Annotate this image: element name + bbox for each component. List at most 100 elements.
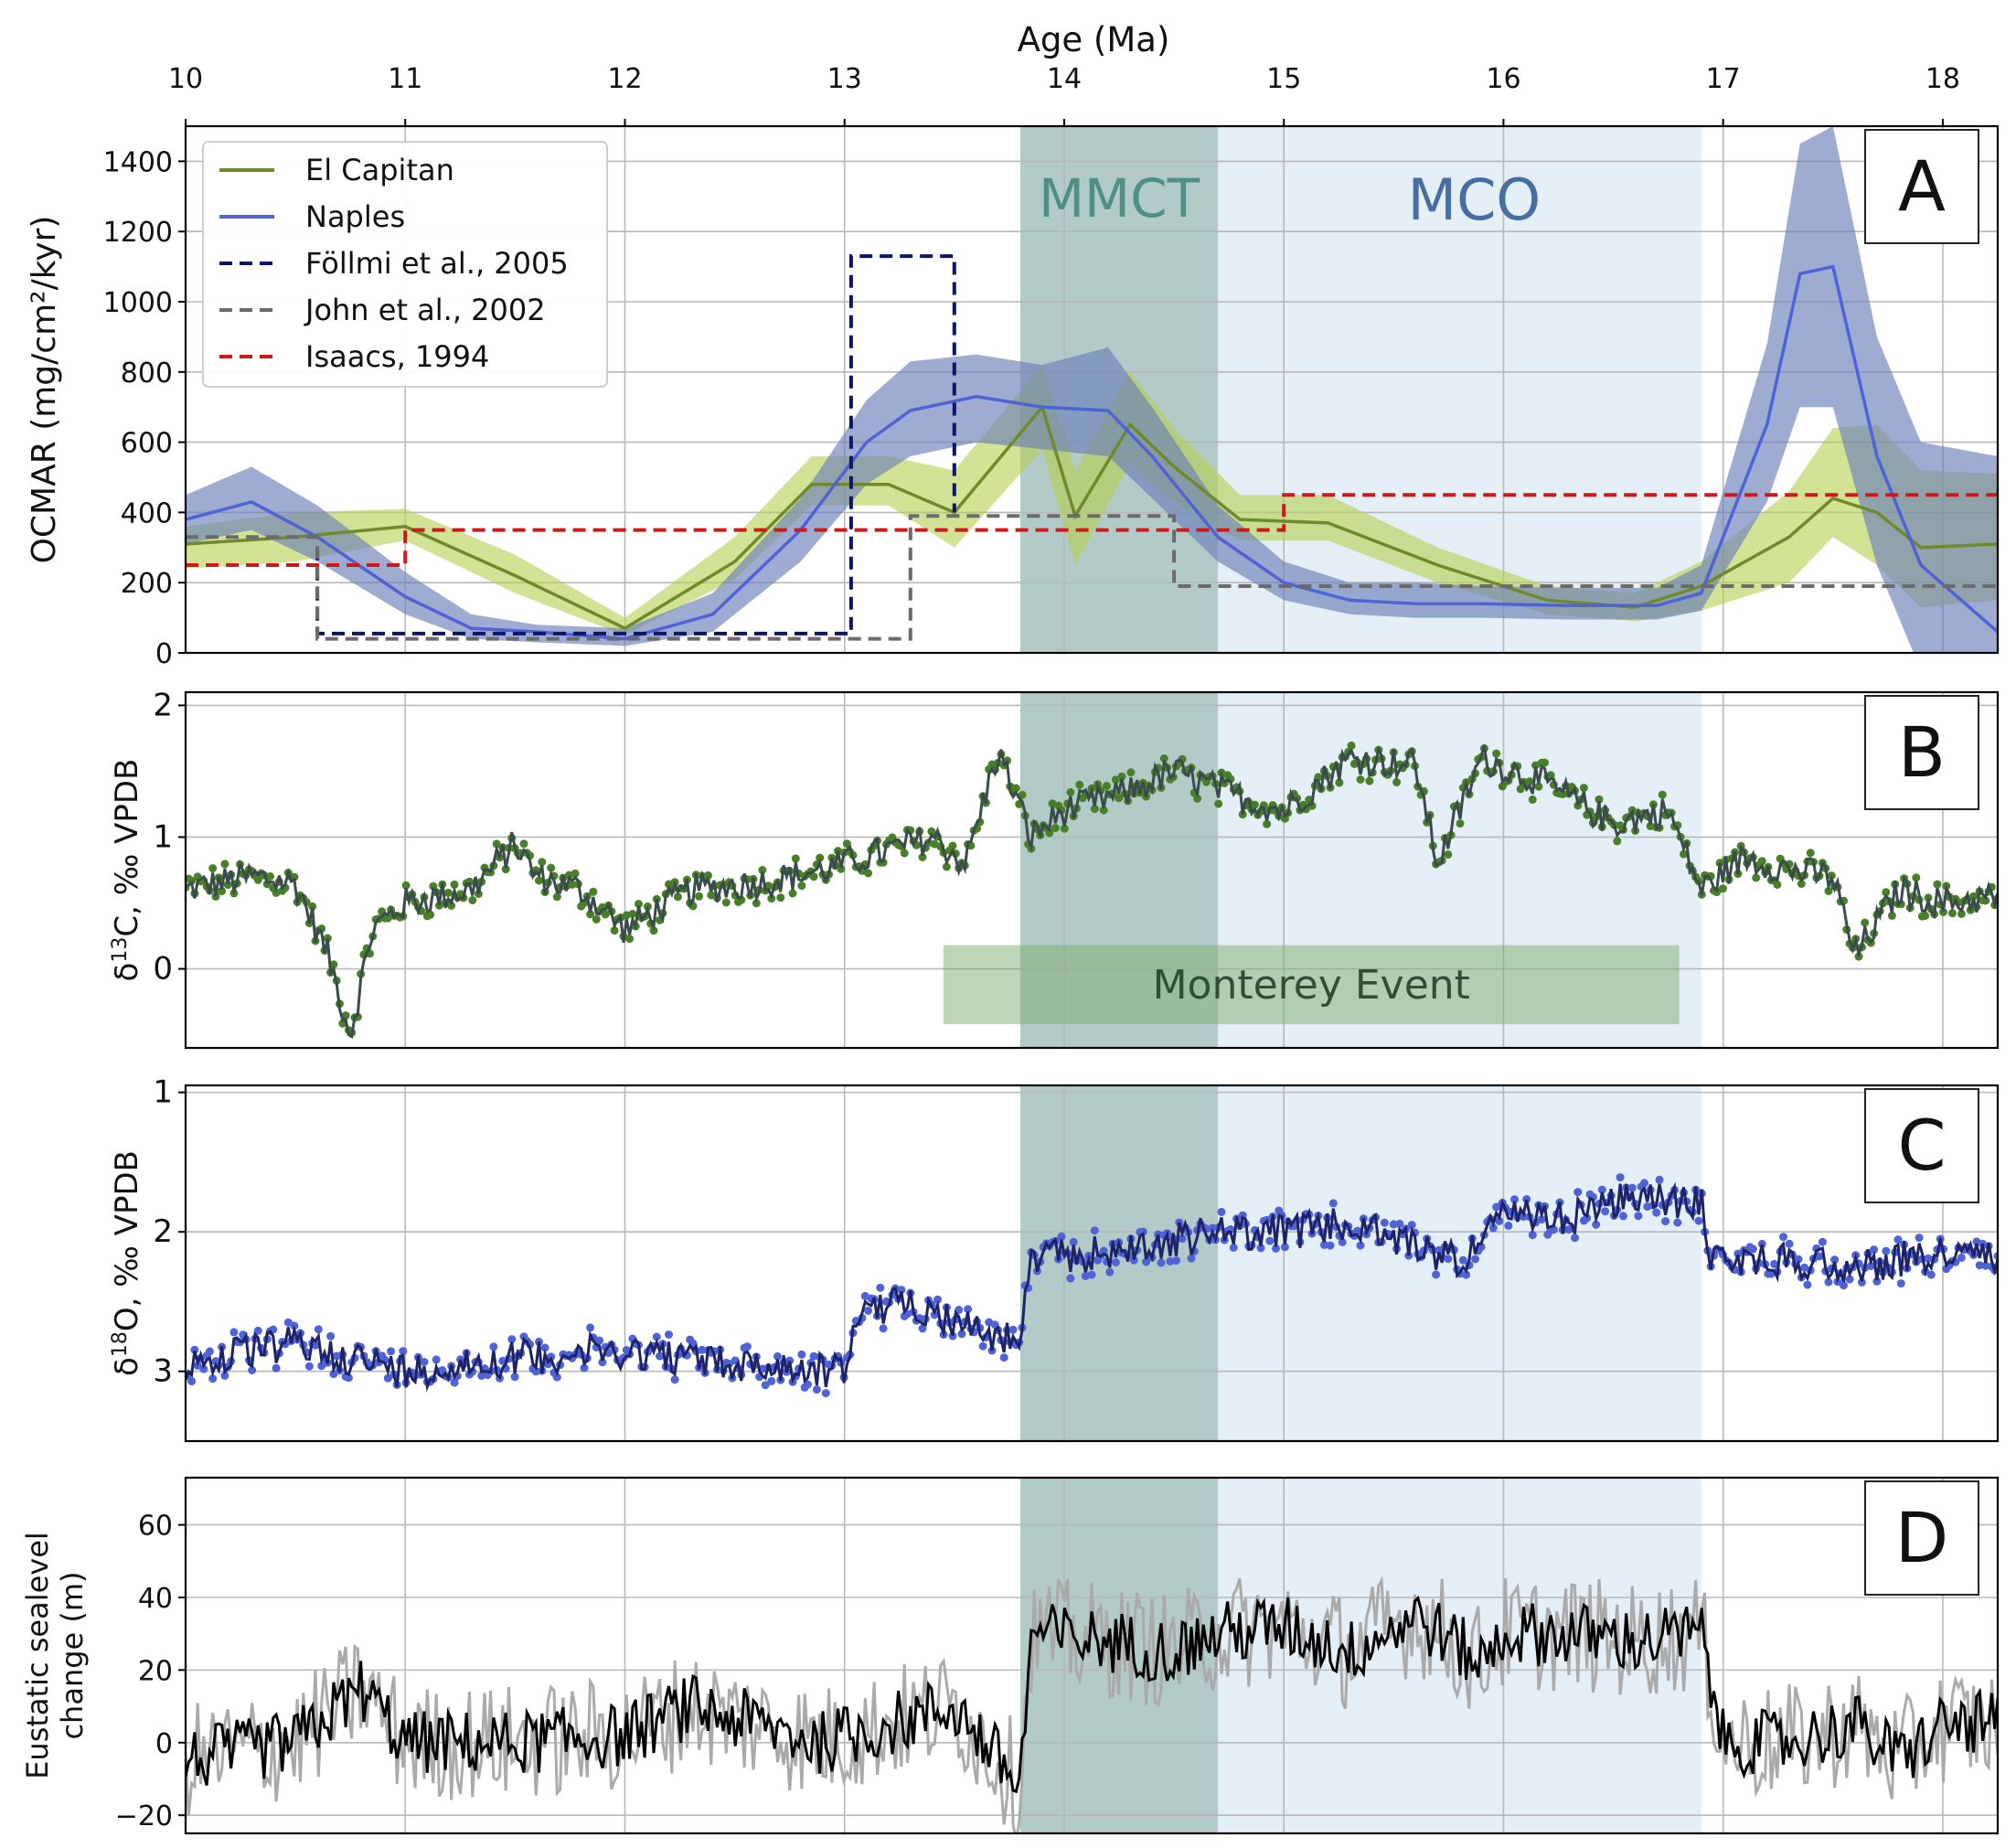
data-point bbox=[812, 1385, 821, 1394]
y-tick-label: 600 bbox=[121, 428, 173, 460]
data-point bbox=[507, 1335, 517, 1344]
data-point bbox=[1217, 1207, 1226, 1216]
data-point bbox=[447, 901, 456, 910]
data-point bbox=[1573, 1188, 1583, 1197]
monterey-event-label: Monterey Event bbox=[1153, 962, 1470, 1009]
panel-letter-box: A bbox=[1864, 129, 1979, 244]
data-point bbox=[1806, 849, 1815, 858]
x-tick-label: 14 bbox=[1047, 63, 1082, 95]
series-line-naples bbox=[186, 264, 1998, 641]
legend-label: Naples bbox=[305, 199, 405, 234]
legend-label: El Capitan bbox=[305, 153, 454, 187]
data-point bbox=[1018, 790, 1027, 799]
data-point bbox=[1432, 1270, 1441, 1279]
data-point bbox=[1815, 1252, 1824, 1261]
data-point bbox=[1008, 1325, 1018, 1334]
data-point bbox=[1111, 1258, 1120, 1266]
data-point bbox=[220, 860, 229, 869]
data-point bbox=[1138, 1227, 1147, 1236]
series-line-raw bbox=[186, 1576, 1998, 1833]
data-point bbox=[964, 1305, 973, 1314]
data-point bbox=[450, 880, 459, 889]
data-point bbox=[552, 1373, 561, 1382]
data-point bbox=[809, 1351, 818, 1361]
data-point bbox=[492, 839, 501, 849]
data-point bbox=[589, 887, 598, 896]
data-point bbox=[205, 1347, 214, 1356]
panel-letter-frame bbox=[1864, 1480, 1979, 1596]
data-point bbox=[1947, 909, 1957, 918]
data-point bbox=[1882, 888, 1891, 897]
data-point bbox=[443, 888, 453, 897]
y-tick-label: 800 bbox=[121, 358, 173, 390]
data-point bbox=[837, 864, 846, 873]
data-point bbox=[1534, 782, 1543, 791]
data-point bbox=[1256, 1244, 1265, 1253]
data-point bbox=[489, 1342, 498, 1351]
data-point bbox=[1011, 784, 1020, 793]
series-line bbox=[186, 1595, 1998, 1794]
data-point bbox=[1178, 1234, 1187, 1244]
x-tick-label: 15 bbox=[1266, 63, 1301, 95]
data-point bbox=[652, 1332, 661, 1341]
data-point bbox=[1087, 1270, 1096, 1279]
data-point bbox=[1896, 1279, 1905, 1288]
data-point bbox=[1579, 784, 1588, 793]
data-point bbox=[1045, 828, 1054, 838]
x-axis-label: Age (Ma) bbox=[1018, 20, 1170, 59]
data-point bbox=[1613, 837, 1622, 846]
data-point bbox=[1975, 1261, 1984, 1270]
data-point bbox=[208, 864, 218, 873]
data-point bbox=[211, 892, 220, 901]
data-point bbox=[1142, 1257, 1150, 1266]
data-point bbox=[1066, 788, 1075, 796]
y-axis-label: δ18O, ‰ VPDB bbox=[109, 1150, 145, 1376]
data-point bbox=[1616, 1173, 1625, 1182]
data-point bbox=[761, 1381, 770, 1390]
data-point bbox=[1546, 771, 1555, 780]
data-point bbox=[1115, 794, 1124, 803]
data-point bbox=[1166, 1256, 1175, 1266]
series-line bbox=[186, 1181, 1998, 1393]
data-point bbox=[1338, 1237, 1347, 1246]
data-point bbox=[864, 1306, 873, 1315]
data-point bbox=[1957, 1253, 1966, 1262]
data-point bbox=[804, 1380, 812, 1389]
data-point bbox=[1558, 790, 1567, 798]
panel-A: MMCT MCO El Capitan Naples Föllmi et al., 20… bbox=[26, 124, 2000, 670]
data-point bbox=[656, 1351, 665, 1361]
data-point bbox=[1380, 1218, 1389, 1227]
legend-label: John et al., 2002 bbox=[304, 293, 546, 327]
data-point bbox=[1265, 1236, 1275, 1245]
data-point bbox=[1866, 1261, 1875, 1270]
data-point bbox=[927, 827, 936, 836]
data-point bbox=[547, 1352, 556, 1362]
panel-letter: D bbox=[1895, 1497, 1949, 1578]
data-point bbox=[1456, 819, 1465, 828]
data-point bbox=[595, 1336, 604, 1345]
data-point bbox=[809, 872, 818, 881]
data-point bbox=[304, 1362, 314, 1371]
data-point bbox=[752, 899, 761, 908]
data-point bbox=[1280, 1243, 1289, 1252]
y-axis-label-superscript: 18 bbox=[109, 1331, 132, 1357]
x-tick-label: 17 bbox=[1706, 63, 1741, 95]
data-point bbox=[208, 1374, 218, 1383]
data-point bbox=[1389, 1220, 1398, 1229]
data-point bbox=[1435, 1245, 1444, 1255]
data-point bbox=[283, 1318, 293, 1327]
data-point bbox=[1957, 909, 1966, 918]
panel-letter-box: C bbox=[1864, 1088, 1979, 1203]
panel-letter: B bbox=[1898, 711, 1946, 793]
data-point bbox=[876, 1283, 885, 1292]
y-tick-label: 2 bbox=[153, 1213, 173, 1250]
panel-frame bbox=[184, 1084, 2000, 1443]
data-point bbox=[1748, 1244, 1757, 1254]
data-point bbox=[1229, 1243, 1238, 1252]
data-point bbox=[1075, 780, 1084, 789]
data-point bbox=[1673, 1218, 1682, 1227]
data-point bbox=[598, 1358, 607, 1367]
data-point bbox=[468, 896, 477, 904]
